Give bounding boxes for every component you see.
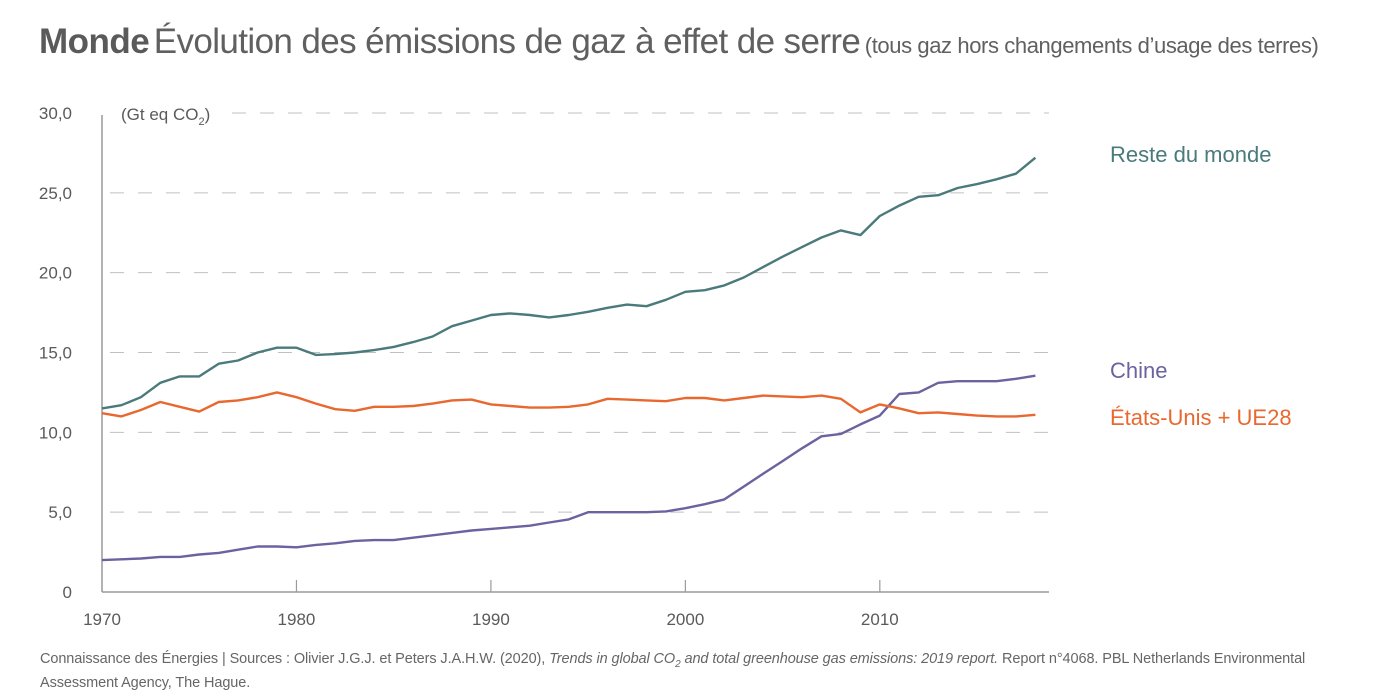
x-tick-label: 1990 xyxy=(472,610,510,629)
legend-chine: Chine xyxy=(1110,358,1167,384)
y-axis-unit-label: (Gt eq CO2) xyxy=(121,105,210,128)
legend-etats-unis-ue28: États-Unis + UE28 xyxy=(1110,405,1292,431)
y-tick-label: 25,0 xyxy=(39,184,72,203)
series-lines xyxy=(101,156,1037,562)
x-tick-label: 1970 xyxy=(83,610,121,629)
legend-label: Reste du monde xyxy=(1110,142,1272,167)
x-tick-label: 2010 xyxy=(861,610,899,629)
source-footer: Connaissance des Énergies | Sources : Ol… xyxy=(40,650,1370,692)
title-subtitle: (tous gaz hors changements d’usage des t… xyxy=(864,33,1319,58)
title-region: Monde xyxy=(39,22,150,61)
series-line-reste-du-monde xyxy=(101,156,1037,410)
unit-main: (Gt eq CO xyxy=(121,105,198,124)
y-tick-label: 0 xyxy=(63,583,72,602)
unit-subscript: 2 xyxy=(198,116,204,128)
y-tick-labels: 0 5,0 10,0 15,0 20,0 25,0 30,0 xyxy=(39,104,72,602)
gridlines xyxy=(110,112,1049,513)
footer-report-info: Report n°4068. PBL Netherlands Environme… xyxy=(40,651,1306,691)
axes xyxy=(101,115,1049,593)
footer-report-title: Trends in global CO2 and total greenhous… xyxy=(549,651,999,670)
line-chart: 0 5,0 10,0 15,0 20,0 25,0 30,0 1970 1980 1990 200… xyxy=(39,104,1049,629)
legend-label: États-Unis + UE28 xyxy=(1110,405,1292,430)
x-tick-labels: 1970 1980 1990 2000 2010 xyxy=(83,610,899,629)
y-tick-label: 30,0 xyxy=(39,104,72,123)
legend-reste-du-monde: Reste du monde xyxy=(1110,142,1271,168)
series-line-chine xyxy=(101,374,1036,562)
footer-italic-part2: and total greenhouse gas emissions: 2019… xyxy=(680,651,999,667)
chart-title: Monde Évolution des émissions de gaz à e… xyxy=(39,22,1319,62)
title-main: Évolution des émissions de gaz à effet d… xyxy=(153,22,861,61)
x-tick-label: 1980 xyxy=(278,610,316,629)
y-tick-label: 20,0 xyxy=(39,264,72,283)
footer-italic-part1: Trends in global CO xyxy=(549,651,676,667)
x-tick-label: 2000 xyxy=(666,610,704,629)
y-tick-label: 5,0 xyxy=(48,503,72,522)
footer-italic-subscript: 2 xyxy=(675,658,681,670)
footer-source-text: Connaissance des Énergies | Sources : Ol… xyxy=(40,651,550,667)
legend-label: Chine xyxy=(1110,358,1168,383)
y-tick-label: 10,0 xyxy=(39,423,72,442)
series-line-etats-unis-ue28 xyxy=(101,391,1036,418)
y-tick-label: 15,0 xyxy=(39,344,72,363)
unit-end: ) xyxy=(205,105,211,124)
